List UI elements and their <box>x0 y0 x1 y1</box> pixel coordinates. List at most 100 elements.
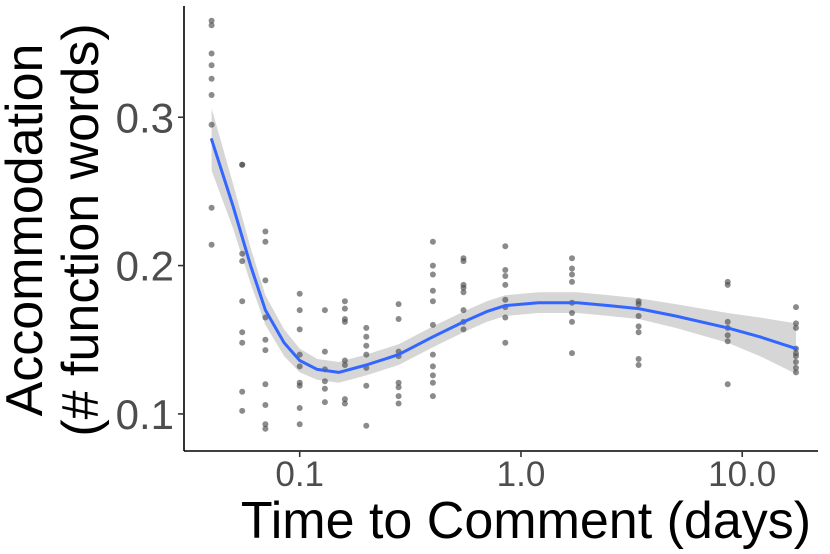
x-tick-label: 10.0 <box>708 455 776 494</box>
y-tick-label: 0.1 <box>116 391 174 438</box>
data-point <box>296 421 303 428</box>
data-point <box>262 425 269 432</box>
data-point <box>262 347 269 354</box>
data-point <box>341 362 348 368</box>
data-point <box>239 298 246 305</box>
x-axis-title: Time to Comment (days) <box>241 492 811 550</box>
data-point <box>363 342 370 349</box>
data-point <box>395 379 402 386</box>
data-point <box>262 228 269 235</box>
data-point <box>395 400 402 407</box>
y-axis-title-line-2: (# function words) <box>52 23 110 436</box>
data-point <box>429 363 436 370</box>
data-point <box>296 351 303 358</box>
data-point <box>429 393 436 400</box>
data-point <box>635 362 642 368</box>
data-point <box>793 369 799 376</box>
data-point <box>569 278 575 285</box>
data-point <box>724 318 731 325</box>
data-point <box>395 384 402 391</box>
data-point <box>502 339 509 346</box>
data-point <box>208 62 215 69</box>
smooth-line-group <box>210 138 798 374</box>
y-axis-title-line-1: Accommodation <box>0 44 54 417</box>
y-ticks-group: 0.1 0.2 0.3 <box>116 94 184 438</box>
data-point <box>395 393 402 400</box>
data-point <box>341 357 348 364</box>
data-point <box>502 314 509 321</box>
data-point <box>569 318 575 325</box>
data-point <box>239 329 246 336</box>
data-point <box>502 273 509 279</box>
data-point <box>363 333 370 340</box>
data-point <box>724 338 731 345</box>
data-point <box>724 281 731 288</box>
data-point <box>262 421 269 428</box>
data-point <box>208 50 215 57</box>
data-point <box>239 250 246 257</box>
data-point <box>363 422 370 429</box>
data-point <box>460 289 467 296</box>
data-point <box>460 307 467 314</box>
x-tick-label: 1.0 <box>497 455 546 494</box>
y-axis-title: Accommodation (# function words) <box>0 23 110 436</box>
data-point <box>395 316 402 322</box>
data-point <box>635 313 642 319</box>
confidence-band <box>211 108 797 383</box>
data-point <box>321 348 328 355</box>
data-point <box>262 277 269 284</box>
data-point <box>262 314 269 321</box>
data-point <box>793 320 799 327</box>
data-point <box>502 281 509 288</box>
data-point <box>635 323 642 330</box>
data-point <box>460 326 467 333</box>
data-point <box>208 17 215 24</box>
data-point <box>208 241 215 248</box>
data-point <box>296 382 303 389</box>
data-point <box>724 332 731 339</box>
data-point <box>363 324 370 331</box>
x-ticks-group: 0.1 1.0 10.0 <box>275 451 776 494</box>
data-point <box>341 305 348 312</box>
data-point <box>793 304 799 311</box>
data-point <box>635 301 642 308</box>
data-point <box>569 255 575 262</box>
data-point <box>429 238 436 245</box>
data-point <box>395 301 402 308</box>
data-point <box>341 298 348 305</box>
data-point <box>460 258 467 265</box>
data-point <box>363 382 370 389</box>
data-point <box>321 385 328 392</box>
data-point <box>429 351 436 358</box>
data-point <box>262 402 269 408</box>
data-point <box>429 298 436 305</box>
smooth-trend-line <box>210 138 798 374</box>
data-point <box>262 238 269 245</box>
data-point <box>208 22 215 29</box>
confidence-band-group <box>211 108 797 383</box>
data-point <box>239 388 246 395</box>
data-point <box>239 407 246 414</box>
data-point <box>208 75 215 82</box>
data-point <box>793 324 799 331</box>
data-point <box>341 400 348 407</box>
data-point <box>239 258 246 265</box>
data-point <box>321 399 328 406</box>
y-tick-label: 0.3 <box>116 94 174 141</box>
data-point <box>793 359 799 365</box>
data-point <box>460 284 467 291</box>
data-point <box>502 296 509 303</box>
data-point <box>208 204 215 211</box>
data-point <box>429 287 436 294</box>
data-point <box>262 381 269 388</box>
data-point <box>262 336 269 343</box>
data-point <box>341 318 348 325</box>
data-point <box>239 339 246 346</box>
data-point <box>569 350 575 357</box>
data-point <box>502 243 509 250</box>
data-point <box>793 353 799 360</box>
data-point <box>208 121 215 128</box>
y-tick-label: 0.2 <box>116 243 174 290</box>
data-point <box>635 329 642 336</box>
data-point <box>296 405 303 411</box>
